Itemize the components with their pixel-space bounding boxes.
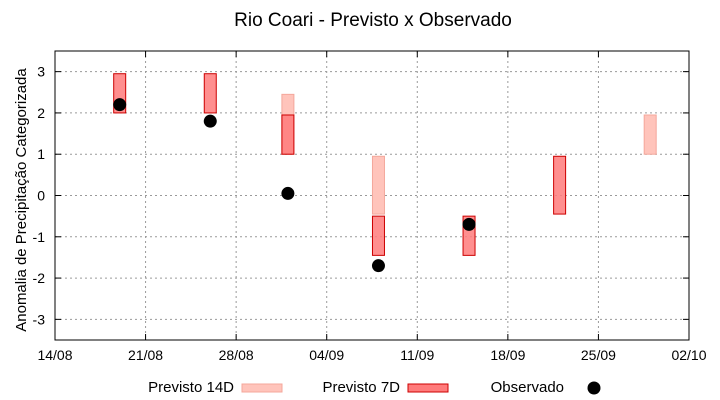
chart-title: Rio Coari - Previsto x Observado (234, 10, 512, 31)
legend-label: Previsto 14D (148, 379, 234, 396)
x-tick-label: 21/08 (128, 347, 163, 363)
x-tick-label: 02/10 (671, 347, 706, 363)
y-tick-label: 1 (37, 146, 45, 162)
range-bar-14d (371, 155, 385, 215)
legend-swatch (587, 381, 601, 395)
x-tick-label: 18/09 (490, 347, 525, 363)
x-tick-label: 11/09 (400, 347, 434, 363)
legend-label: Previsto 7D (322, 379, 400, 396)
y-tick-label: 2 (37, 105, 45, 121)
x-tick-label: 04/09 (309, 347, 344, 363)
plot-frame (54, 50, 690, 341)
observed-point (113, 98, 127, 112)
observed-point (462, 217, 476, 231)
y-tick-label: -1 (33, 229, 46, 245)
range-bar-7d (203, 73, 217, 114)
observed-point (281, 186, 295, 200)
x-tick-label: 14/08 (37, 347, 72, 363)
x-tick-label: 28/08 (219, 347, 254, 363)
y-tick-label: 3 (37, 64, 45, 80)
legend-label: Observado (491, 379, 564, 396)
y-ticks: 3 2 1 0 -1 -2 -3 (33, 64, 689, 327)
y-tick-label: 0 (37, 188, 45, 204)
plot-marks (113, 73, 657, 273)
range-bar-7d (553, 155, 567, 215)
y-tick-label: -2 (33, 270, 46, 286)
x-ticks: 14/08 21/08 28/08 04/09 11/09 18/09 25/09 02/10 (37, 51, 707, 363)
y-tick-label: -3 (33, 311, 46, 327)
range-bar-14d (643, 114, 657, 155)
x-tick-label: 25/09 (581, 347, 616, 363)
legend-swatch (241, 383, 283, 393)
legend-swatch (407, 383, 449, 393)
range-bar-7d (371, 215, 385, 256)
legend: Previsto 14D Previsto 7D Observado (148, 379, 601, 396)
y-axis-label: Anomalia de Precipitação Categorizada (13, 68, 30, 332)
range-bar-7d (281, 114, 295, 155)
observed-point (371, 259, 385, 273)
observed-point (203, 114, 217, 128)
